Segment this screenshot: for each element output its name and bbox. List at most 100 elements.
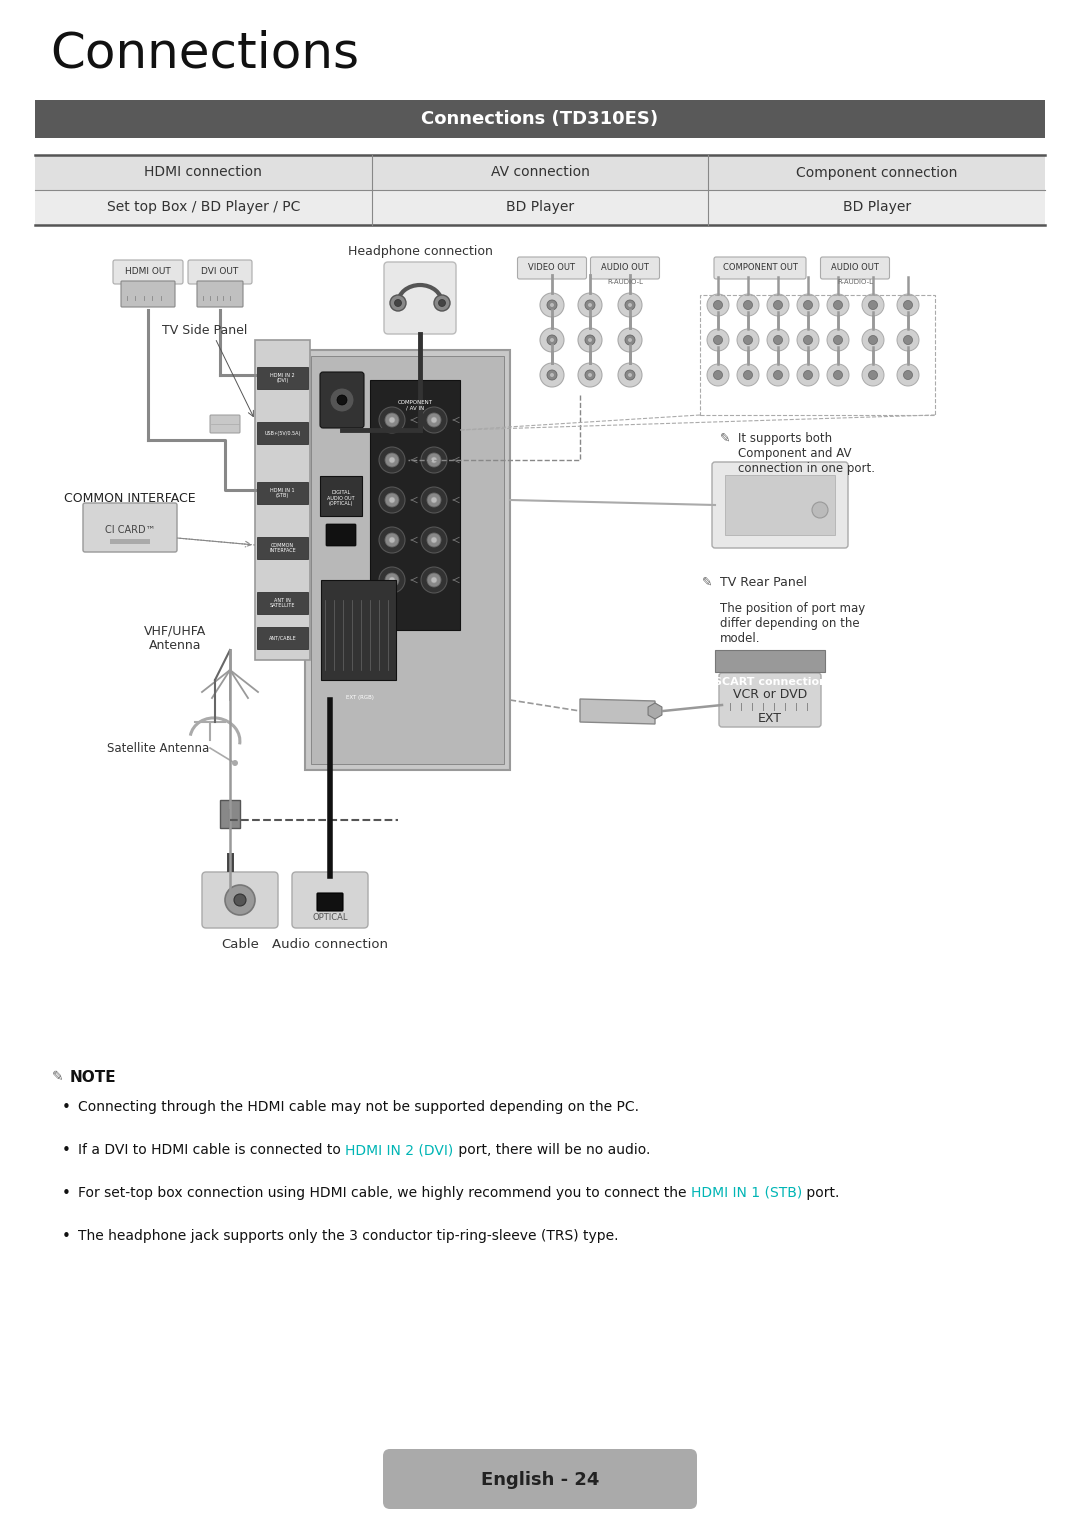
Text: Headphone connection: Headphone connection — [348, 245, 492, 259]
FancyBboxPatch shape — [321, 580, 396, 680]
Circle shape — [389, 577, 395, 583]
Circle shape — [767, 328, 789, 351]
Text: The position of port may
differ depending on the
model.: The position of port may differ dependin… — [720, 601, 865, 644]
Circle shape — [904, 371, 913, 379]
Circle shape — [540, 328, 564, 351]
FancyBboxPatch shape — [725, 476, 835, 535]
Circle shape — [804, 336, 812, 345]
Circle shape — [234, 894, 246, 907]
Circle shape — [897, 364, 919, 387]
Text: VIDEO OUT: VIDEO OUT — [528, 264, 576, 273]
Text: R-AUDIO-L: R-AUDIO-L — [607, 279, 643, 285]
Circle shape — [379, 486, 405, 512]
Text: EXT: EXT — [758, 712, 782, 724]
Text: HDMI OUT: HDMI OUT — [125, 267, 171, 276]
Text: •: • — [62, 1186, 71, 1201]
Circle shape — [707, 328, 729, 351]
Circle shape — [618, 364, 642, 387]
Circle shape — [389, 457, 395, 463]
FancyBboxPatch shape — [188, 259, 252, 284]
Circle shape — [707, 295, 729, 316]
Text: port, there will be no audio.: port, there will be no audio. — [454, 1143, 650, 1157]
Circle shape — [625, 301, 635, 310]
FancyBboxPatch shape — [220, 801, 240, 828]
Circle shape — [797, 364, 819, 387]
Circle shape — [384, 532, 399, 548]
Circle shape — [834, 301, 842, 310]
FancyBboxPatch shape — [318, 893, 343, 911]
Circle shape — [330, 388, 354, 413]
Circle shape — [550, 373, 554, 377]
Circle shape — [389, 537, 395, 543]
Text: OPTICAL: OPTICAL — [312, 914, 348, 922]
FancyBboxPatch shape — [257, 627, 308, 649]
Text: TV Side Panel: TV Side Panel — [162, 324, 247, 336]
Text: EXT (RGB): EXT (RGB) — [346, 695, 374, 701]
Text: BD Player: BD Player — [505, 201, 575, 215]
Circle shape — [743, 371, 753, 379]
Circle shape — [421, 528, 447, 552]
Circle shape — [862, 364, 885, 387]
Circle shape — [421, 446, 447, 472]
Circle shape — [627, 304, 632, 307]
Text: Satellite Antenna: Satellite Antenna — [107, 741, 210, 755]
FancyBboxPatch shape — [719, 673, 821, 727]
Circle shape — [862, 295, 885, 316]
Text: VCR or DVD: VCR or DVD — [733, 689, 807, 701]
FancyBboxPatch shape — [202, 871, 278, 928]
Text: AUDIO OUT: AUDIO OUT — [602, 264, 649, 273]
Circle shape — [834, 336, 842, 345]
Circle shape — [379, 407, 405, 433]
Text: CI CARD™: CI CARD™ — [105, 525, 156, 535]
Circle shape — [862, 328, 885, 351]
Circle shape — [827, 364, 849, 387]
Circle shape — [337, 394, 347, 405]
Text: The headphone jack supports only the 3 conductor tip-ring-sleeve (TRS) type.: The headphone jack supports only the 3 c… — [78, 1229, 619, 1243]
Circle shape — [384, 574, 399, 588]
Text: It supports both
Component and AV
connection in one port.: It supports both Component and AV connec… — [738, 433, 875, 476]
Circle shape — [827, 328, 849, 351]
Circle shape — [434, 295, 450, 311]
Text: NOTE: NOTE — [70, 1071, 117, 1085]
Circle shape — [427, 453, 441, 466]
FancyBboxPatch shape — [257, 592, 308, 614]
Text: AV connection: AV connection — [490, 166, 590, 179]
Circle shape — [421, 407, 447, 433]
FancyBboxPatch shape — [591, 258, 660, 279]
Text: R-AUDIO-L: R-AUDIO-L — [837, 279, 873, 285]
Text: English - 24: English - 24 — [481, 1471, 599, 1490]
Circle shape — [737, 364, 759, 387]
Circle shape — [804, 371, 812, 379]
Text: Component connection: Component connection — [796, 166, 957, 179]
Text: HDMI IN 1
(STB): HDMI IN 1 (STB) — [270, 488, 295, 499]
Circle shape — [546, 370, 557, 380]
Text: •: • — [62, 1229, 71, 1244]
Text: VHF/UHFA
Antenna: VHF/UHFA Antenna — [144, 624, 206, 652]
Circle shape — [389, 417, 395, 423]
Text: ANT IN
SATELLITE: ANT IN SATELLITE — [270, 598, 295, 609]
Text: DVI OUT: DVI OUT — [201, 267, 239, 276]
Circle shape — [585, 370, 595, 380]
Text: •: • — [62, 1143, 71, 1158]
Circle shape — [588, 373, 592, 377]
Circle shape — [431, 417, 437, 423]
Bar — [35, 190, 1045, 225]
FancyBboxPatch shape — [320, 476, 362, 515]
Circle shape — [707, 364, 729, 387]
Text: Set top Box / BD Player / PC: Set top Box / BD Player / PC — [107, 201, 300, 215]
Circle shape — [540, 293, 564, 318]
Circle shape — [427, 532, 441, 548]
FancyBboxPatch shape — [83, 503, 177, 552]
Text: COMMON
INTERFACE: COMMON INTERFACE — [269, 543, 296, 554]
Circle shape — [578, 364, 602, 387]
Circle shape — [812, 502, 828, 518]
Circle shape — [540, 364, 564, 387]
Bar — [35, 155, 1045, 190]
Text: COMPONENT
/ AV IN: COMPONENT / AV IN — [397, 399, 432, 411]
Circle shape — [767, 295, 789, 316]
Circle shape — [804, 301, 812, 310]
Circle shape — [834, 371, 842, 379]
Circle shape — [625, 334, 635, 345]
Circle shape — [797, 328, 819, 351]
Text: HDMI IN 2
(DVI): HDMI IN 2 (DVI) — [270, 373, 295, 384]
